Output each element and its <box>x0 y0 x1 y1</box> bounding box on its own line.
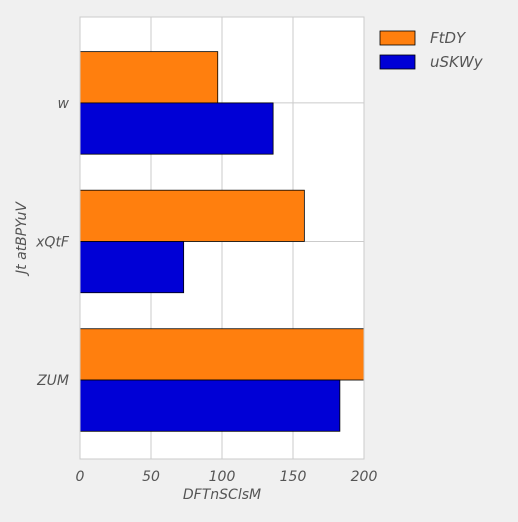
bar-uskwy-zum <box>79 379 341 432</box>
bar-ftdy-xqtf <box>79 189 305 242</box>
legend-swatch-uskwy <box>379 54 416 70</box>
y-tick-label: xQtF <box>35 234 70 250</box>
legend: FtDY uSKWy <box>379 29 484 71</box>
legend-label-ftdy: FtDY <box>430 29 467 47</box>
bar-ftdy-zum <box>79 328 365 381</box>
legend-label-uskwy: uSKWy <box>430 53 484 71</box>
legend-swatch-ftdy <box>379 30 416 46</box>
bar-uskwy-xqtf <box>79 241 185 294</box>
y-tick-label: ZUM <box>36 373 69 389</box>
y-axis-label: Jt atBPYuV <box>14 201 30 277</box>
x-tick-label: 200 <box>351 469 378 485</box>
plot-area-frame <box>79 16 365 460</box>
bar-ftdy-w <box>79 51 219 104</box>
x-tick-labels: 0 50 100 150 200 <box>76 469 378 485</box>
y-tick-labels: w xQtF ZUM <box>35 96 70 389</box>
bar-uskwy-w <box>79 102 274 155</box>
x-tick-label: 150 <box>280 469 307 485</box>
x-axis-label: DFTnSClsM <box>183 487 261 503</box>
x-tick-label: 0 <box>76 469 85 485</box>
x-tick-label: 50 <box>142 469 160 485</box>
y-tick-label: w <box>58 96 70 112</box>
x-tick-label: 100 <box>209 469 236 485</box>
